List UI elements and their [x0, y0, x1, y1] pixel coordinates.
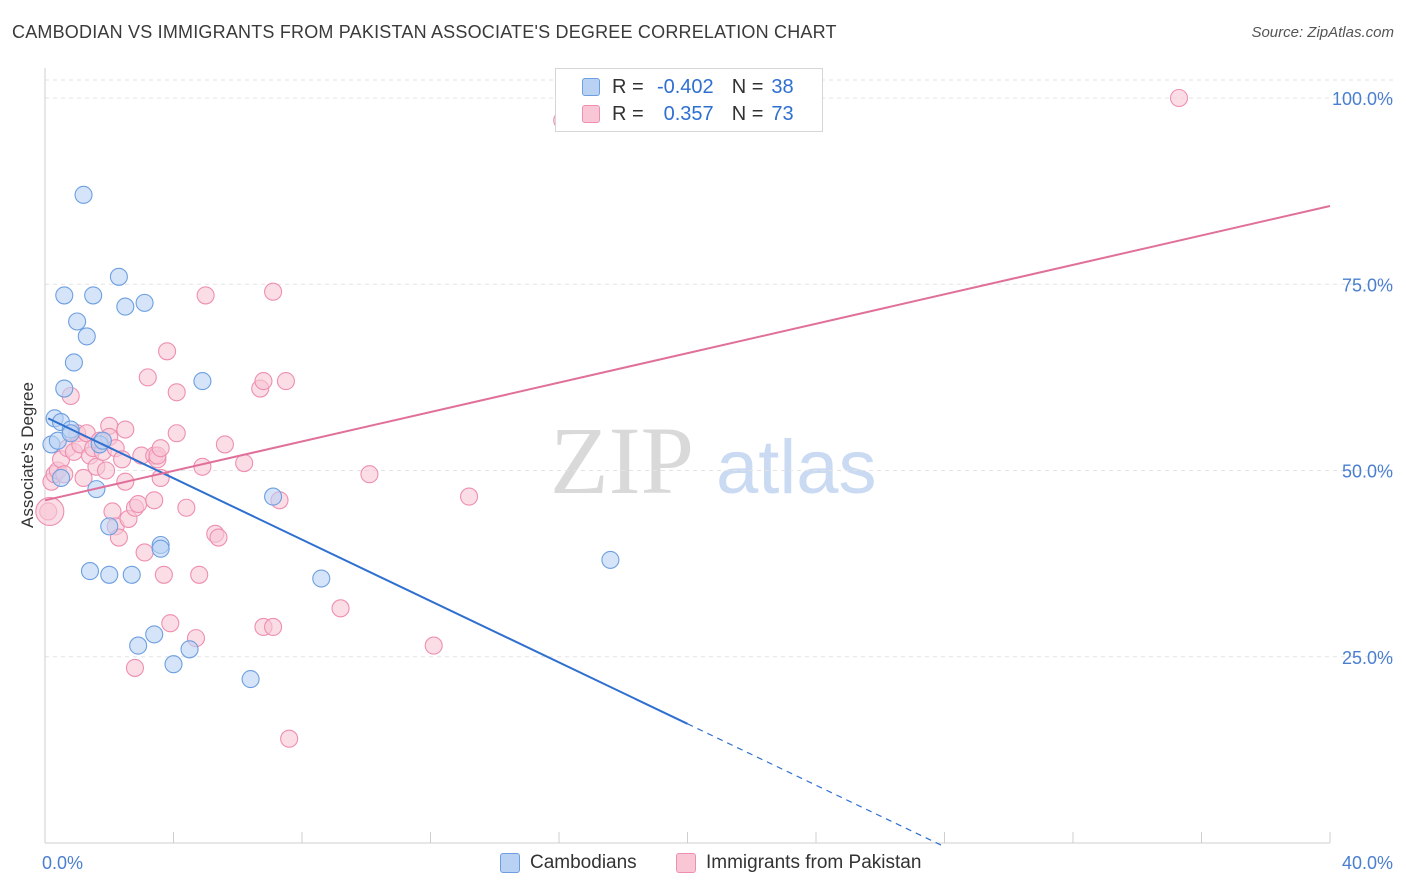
pakistan-point — [360, 465, 379, 484]
bottom-legend-swatch-cambodians — [500, 853, 520, 873]
legend-r-label: R = — [612, 75, 644, 98]
legend-swatch-pakistan — [582, 105, 600, 123]
cambodian-point — [601, 550, 620, 569]
cambodian-point — [68, 312, 87, 331]
cambodian-point — [52, 468, 71, 488]
legend-r-value: -0.402 — [656, 75, 714, 98]
pakistan-point — [196, 286, 215, 305]
pakistan-point — [254, 372, 273, 391]
cambodian-point — [145, 625, 164, 644]
cambodian-point — [151, 539, 170, 558]
pakistan-point — [177, 498, 196, 517]
legend-r-value: 0.357 — [663, 102, 714, 125]
pakistan-point — [125, 658, 144, 677]
cambodian-point — [84, 286, 103, 305]
pakistan-point — [129, 494, 148, 514]
cambodian-point — [74, 185, 93, 204]
cambodian-point — [180, 640, 199, 659]
correlation-legend: R = -0.402 N = 38 R = 0.357 N = 73 — [555, 68, 823, 132]
cambodian-point — [116, 297, 135, 316]
legend-n-label: N = — [731, 102, 764, 125]
legend-n-label: N = — [731, 75, 764, 98]
gridlines — [45, 79, 1394, 658]
pakistan-point — [215, 435, 234, 454]
pakistan-points — [35, 88, 1189, 748]
cambodian-point — [241, 670, 260, 689]
chart-title: CAMBODIAN VS IMMIGRANTS FROM PAKISTAN AS… — [12, 22, 837, 42]
legend-row-cambodians: R = -0.402 N = 38 — [556, 73, 794, 101]
cambodian-point — [64, 353, 83, 372]
y-tick-label: 100.0% — [1332, 89, 1393, 109]
cambodian-point — [135, 293, 154, 312]
legend-row-pakistan: R = 0.357 N = 73 — [556, 100, 794, 128]
source-label: Source: ZipAtlas.com — [1251, 24, 1394, 41]
cambodian-point — [264, 487, 283, 506]
pakistan-point-large — [35, 496, 65, 527]
bottom-legend-label-pakistan: Immigrants from Pakistan — [706, 852, 922, 873]
trend-lines — [44, 205, 1331, 848]
y-tick-label: 25.0% — [1342, 648, 1393, 668]
cambodian-point — [193, 372, 212, 391]
legend-n-value: 38 — [771, 75, 794, 98]
cambodian-point — [77, 327, 96, 346]
cambodian-point — [80, 562, 100, 581]
pakistan-point — [280, 729, 299, 748]
legend-swatch-cambodians — [582, 78, 600, 96]
cambodian-point — [55, 286, 74, 305]
pakistan-point — [135, 543, 154, 562]
pakistan-trend-line — [44, 205, 1331, 502]
watermark-zip: ZIP — [550, 407, 694, 514]
cambodian-point — [312, 569, 331, 588]
pakistan-point — [161, 614, 180, 633]
cambodian-point — [164, 655, 183, 674]
pakistan-point — [167, 383, 186, 402]
cambodian-point — [100, 565, 119, 584]
cambodian-points — [42, 185, 620, 689]
pakistan-point — [1169, 88, 1189, 108]
pakistan-point — [103, 502, 122, 521]
x-tick-label-min: 0.0% — [42, 853, 83, 873]
pakistan-point — [145, 491, 164, 510]
bottom-legend-label-cambodians: Cambodians — [530, 852, 637, 873]
y-tick-label: 75.0% — [1342, 275, 1393, 295]
pakistan-point — [424, 636, 443, 655]
bottom-legend-cambodians: Cambodians — [500, 852, 637, 874]
pakistan-point — [167, 424, 186, 443]
cambodian-point — [109, 267, 128, 286]
pakistan-point — [331, 599, 350, 618]
cambodian-trend-line — [47, 417, 688, 725]
legend-r-label: R = — [612, 102, 644, 125]
tick-labels: 25.0% 50.0% 75.0% 100.0% 0.0% 40.0% — [42, 89, 1393, 873]
pakistan-point — [276, 372, 295, 391]
pakistan-point — [158, 342, 177, 361]
pakistan-point — [116, 420, 135, 439]
pakistan-point — [264, 282, 283, 301]
pakistan-point — [154, 565, 173, 584]
cambodian-trend-extension — [687, 723, 945, 848]
y-tick-label: 50.0% — [1342, 462, 1393, 482]
pakistan-point — [190, 565, 209, 584]
bottom-legend-swatch-pakistan — [676, 853, 696, 873]
cambodian-point — [55, 379, 74, 398]
pakistan-point — [193, 457, 212, 476]
pakistan-point — [209, 528, 228, 547]
axes — [44, 68, 1331, 844]
pakistan-point — [96, 461, 116, 480]
cambodian-point — [100, 517, 119, 536]
pakistan-point — [264, 617, 283, 637]
cambodian-point — [122, 565, 141, 584]
pakistan-point — [138, 368, 157, 387]
legend-n-value: 73 — [771, 102, 794, 125]
x-tick-label-max: 40.0% — [1342, 853, 1393, 873]
pakistan-point — [459, 487, 479, 506]
pakistan-point — [235, 453, 254, 473]
pakistan-point — [151, 439, 170, 458]
cambodian-point — [129, 636, 148, 655]
pakistan-point — [74, 468, 93, 488]
watermark-atlas: atlas — [716, 425, 877, 510]
bottom-legend-pakistan: Immigrants from Pakistan — [676, 852, 921, 874]
